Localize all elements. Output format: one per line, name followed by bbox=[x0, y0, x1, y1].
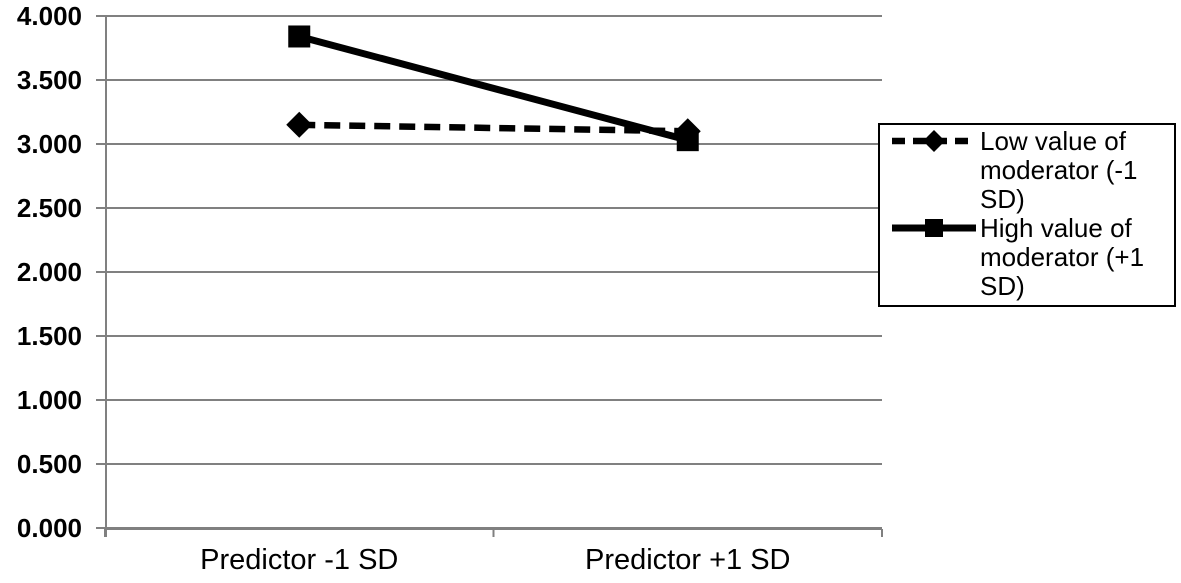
series-line-1 bbox=[298, 33, 689, 144]
legend-entry: High value of moderator (+1 SD) bbox=[890, 214, 1168, 301]
y-tick-label: 0.500 bbox=[16, 449, 82, 479]
x-category-label: Predictor -1 SD bbox=[200, 544, 399, 576]
y-tick-label: 4.000 bbox=[16, 1, 82, 31]
legend-entry-label: Low value of moderator (-1 SD) bbox=[980, 126, 1138, 214]
y-tick-label: 1.000 bbox=[16, 385, 82, 415]
legend-sample-diamond-icon bbox=[892, 130, 976, 152]
square-marker bbox=[676, 129, 699, 152]
y-tick-label: 3.500 bbox=[16, 65, 82, 95]
x-category-label: Predictor +1 SD bbox=[584, 544, 791, 576]
legend: Low value of moderator (-1 SD) High value… bbox=[878, 123, 1176, 307]
y-tick-label: 3.000 bbox=[16, 129, 82, 159]
legend-entry-label: High value of moderator (+1 SD) bbox=[980, 213, 1145, 301]
diamond-marker bbox=[286, 111, 313, 138]
y-tick-label: 0.000 bbox=[16, 513, 82, 543]
series-line-0 bbox=[299, 121, 688, 135]
legend-sample-square-icon bbox=[892, 219, 976, 237]
y-tick-label: 1.500 bbox=[16, 321, 82, 351]
y-tick-label: 2.000 bbox=[16, 257, 82, 287]
legend-entry: Low value of moderator (-1 SD) bbox=[890, 127, 1168, 214]
y-tick-label: 2.500 bbox=[16, 193, 82, 223]
square-marker bbox=[288, 25, 311, 48]
